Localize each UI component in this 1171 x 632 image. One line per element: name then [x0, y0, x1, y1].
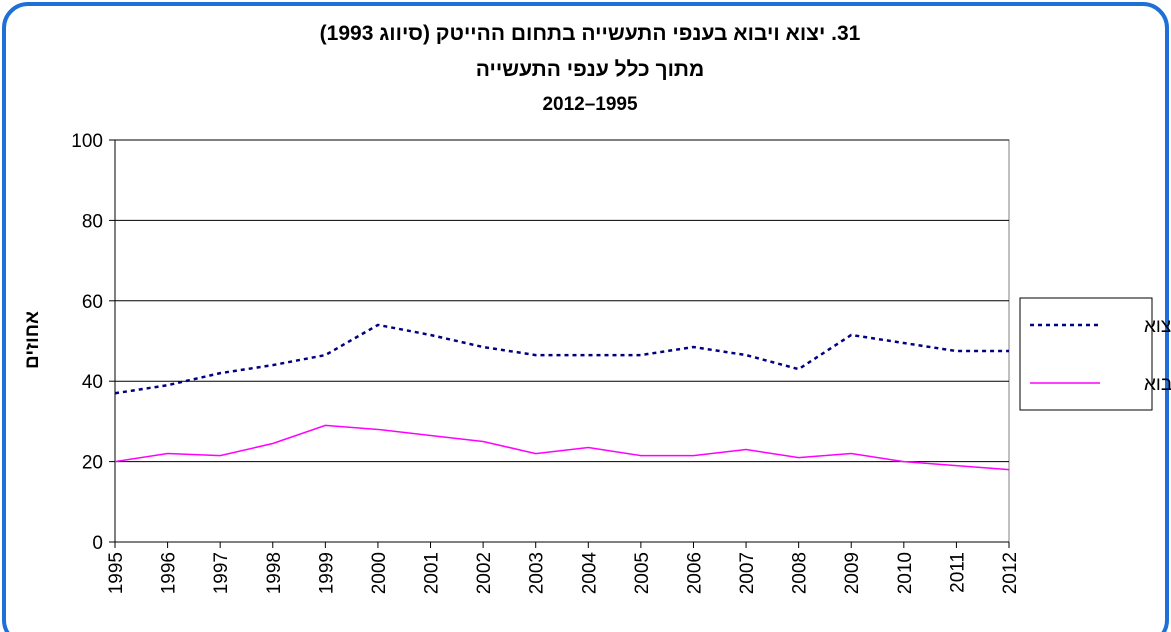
x-tick-label: 2000 [369, 552, 390, 594]
chart-subtitle: מתוך כלל ענפי התעשייה [476, 58, 705, 81]
series-line [114, 424, 1010, 471]
x-tick-label: 2001 [422, 552, 443, 594]
x-tick-label: 2010 [895, 552, 916, 594]
legend-box [1019, 297, 1153, 411]
x-tick-label: 2012 [1000, 552, 1021, 594]
x-tick-label: 2002 [474, 552, 495, 594]
x-tick-label: 2008 [790, 552, 811, 594]
y-tick-label: 60 [82, 292, 103, 313]
y-tick-label: 20 [82, 453, 103, 474]
x-tick-label: 1999 [316, 552, 337, 594]
y-tick-label: 100 [71, 131, 103, 152]
x-tick-label: 2009 [842, 552, 863, 594]
legend-label: יבוא [1144, 374, 1171, 395]
x-tick-label: 1995 [106, 552, 127, 594]
chart-period: 2012–1995 [542, 94, 638, 115]
x-tick-label: 2006 [684, 552, 705, 594]
x-tick-label: 2003 [527, 552, 548, 594]
y-tick-label: 0 [92, 533, 103, 554]
x-tick-label: 1997 [211, 552, 232, 594]
x-tick-label: 1996 [159, 552, 180, 594]
x-tick-label: 2005 [632, 552, 653, 594]
chart-title: 31. יצוא ויבוא בענפי התעשייה בתחום ההייט… [320, 22, 861, 45]
y-tick-label: 80 [82, 211, 103, 232]
x-tick-label: 2011 [947, 552, 968, 593]
y-tick-label: 40 [82, 372, 103, 393]
legend-label: יצוא [1144, 316, 1171, 337]
x-tick-label: 2004 [579, 552, 600, 595]
y-axis-label: אחוזים [22, 311, 43, 369]
x-tick-label: 2007 [737, 552, 758, 594]
x-tick-label: 1998 [264, 552, 285, 594]
plot-area [114, 139, 1010, 543]
